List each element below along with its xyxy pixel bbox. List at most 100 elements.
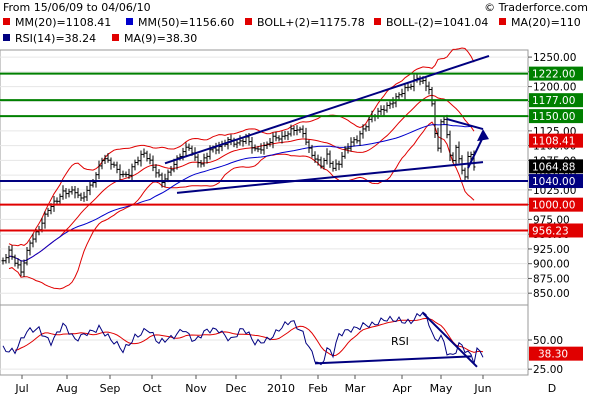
legend-swatch-rsi [3,34,10,41]
rsi-y-tick-label: 50.00 [533,335,563,347]
rsi-y-axis: 25.00 50.00 38.30 [528,335,583,376]
ohlc-bar [280,131,284,144]
ohlc-bar [241,138,245,147]
ohlc-bar [115,161,119,174]
legend-ma20: MA(20)=110 [511,16,581,29]
ohlc-bar [349,137,353,152]
ohlc-bar [364,124,368,132]
price-level-label-box [529,174,583,189]
price-level-label: 956.23 [532,225,569,237]
price-level-label: 1040.00 [532,176,575,188]
legend-swatch-bolldown [374,18,381,25]
ohlc-bar [166,169,170,183]
ohlc-bar [118,164,122,181]
ohlc-bar [121,170,125,178]
ohlc-bar [268,137,272,147]
price-y-tick-label: 1200.00 [533,82,576,94]
ohlc-bar [319,156,323,169]
legend-swatch-mm20 [3,18,10,25]
ohlc-bar [214,142,218,155]
ohlc-bar [283,130,287,140]
price-level-label: 1177.00 [532,95,575,107]
ohlc-bar [337,160,341,171]
legend-bollup: BOLL+(2)=1175.78 [257,16,365,29]
ohlc-bar [265,141,269,149]
ohlc-bar [58,193,62,204]
price-panel: 850.00875.00900.00925.00950.00975.001000… [0,47,583,306]
ohlc-bar [4,253,8,264]
ohlc-bar [109,157,113,170]
x-axis: Jul Aug Sep Oct Nov Dec 2010 Feb Mar Apr May Jun D [14,375,556,395]
ohlc-bar [205,152,209,164]
rsi-current-label-box [529,346,583,361]
price-trendlines [3,54,490,194]
ohlc-bar [340,152,344,168]
ohlc-bar [184,142,188,158]
rsi-line [2,311,484,366]
ohlc-bar [466,151,470,180]
ohlc-bar [292,125,296,136]
ohlc-bar [313,151,317,163]
ohlc-bar [73,185,77,199]
ohlc-bar [385,102,389,113]
price-level-label-box [529,66,583,81]
ohlc-bar [367,115,371,132]
price-level-label: 1222.00 [532,69,575,81]
legend-swatch-ma9 [112,34,119,41]
ohlc-bar [94,172,98,188]
ohlc-bar [262,142,266,155]
x-tick-label: Apr [392,382,412,395]
ohlc-bar [316,154,320,166]
ohlc-bar [133,159,137,171]
ohlc-bar [256,146,260,153]
legend-swatch-bollup [245,18,252,25]
ohlc-bar [10,245,14,260]
ohlc-bar [436,127,440,152]
ohlc-bar [424,77,428,92]
ohlc-bar [277,135,281,142]
ma20-line [8,94,475,262]
ohlc-bar [196,153,200,168]
ohlc-bar [259,143,263,154]
ohlc-bar [79,192,83,202]
price-level-label: 1150.00 [532,111,575,123]
ohlc-bar [298,126,302,133]
ohlc-bar [130,163,134,181]
legend-mm50: MM(50)=1156.60 [138,16,234,29]
ohlc-bar [202,153,206,167]
ohlc-bar [127,168,131,179]
ohlc-bar [61,185,65,200]
ohlc-bar [169,166,173,176]
price-arrow-head [477,129,489,142]
ohlc-bar [139,150,143,167]
rsi-panel-label: RSI [391,335,409,348]
price-level-label-box [529,93,583,108]
ohlc-bar [25,246,29,266]
x-tick-label: D [548,382,556,395]
price-level-labels: 1222.00 1177.00 1150.00 1108.41 1064.88 1040.… [529,66,583,238]
ohlc-bar [295,125,299,136]
price-level-label-box [529,133,583,148]
ohlc-bar [85,185,89,201]
price-trendline [164,54,490,165]
ohlc-bar [457,141,461,164]
ohlc-bar [331,160,335,172]
rsi-lines [2,311,484,368]
ohlc-bar [388,101,392,109]
price-y-tick-label: 900.00 [533,259,570,271]
ohlc-bar [286,131,290,141]
price-y-tick-label: 975.00 [533,214,570,226]
x-tick-label: Sep [100,382,121,395]
price-plot-area [0,49,529,306]
ohlc-bar [55,197,59,205]
ohlc-bar [334,159,338,171]
ohlc-bar [427,81,431,95]
legend-ma9: MA(9)=38.30 [124,32,197,45]
ohlc-bar [403,84,407,100]
ohlc-bar [148,153,152,165]
bollinger-upper-line [8,47,475,247]
x-tick-label: 2010 [267,382,295,395]
ohlc-bar [187,143,191,151]
ohlc-bar [22,259,26,277]
price-y-tick-label: 850.00 [533,288,570,300]
